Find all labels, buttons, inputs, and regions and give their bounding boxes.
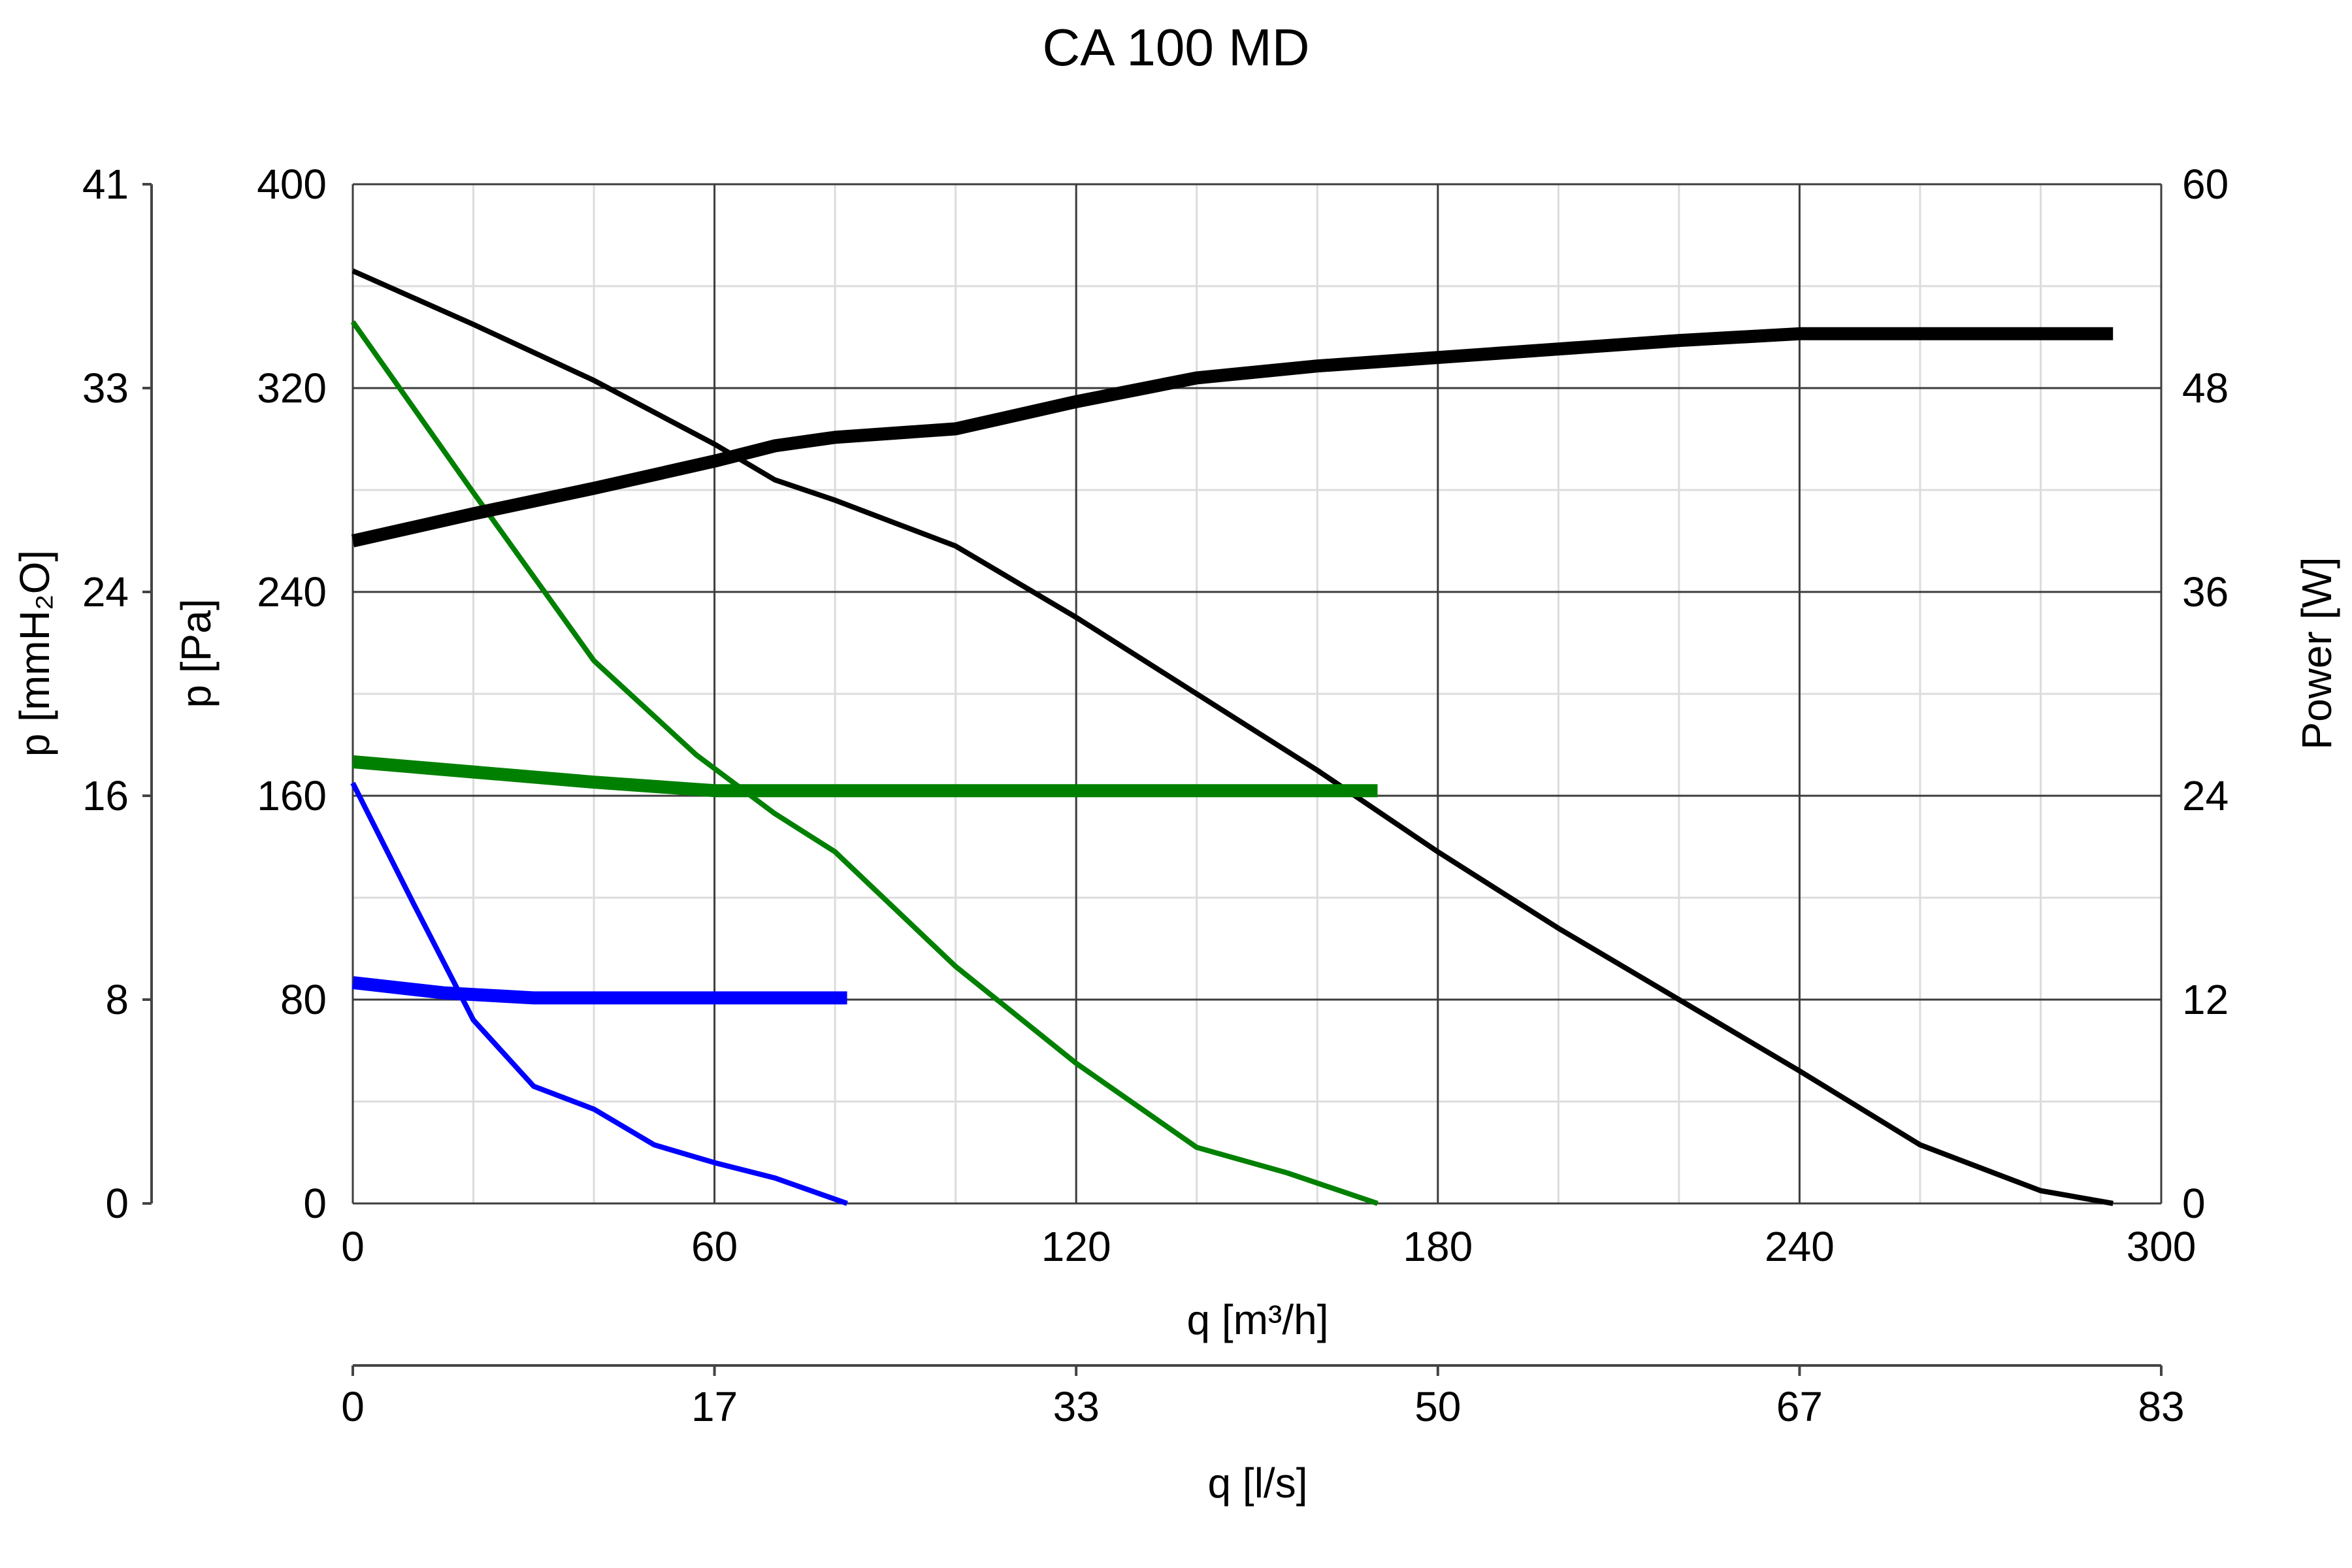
y-mmh2o-tick-label: 0: [105, 1180, 129, 1227]
y-mmh2o-tick-label: 16: [82, 772, 129, 819]
series-pressure-medium: [350, 320, 1379, 1206]
data-series: [350, 268, 2114, 1206]
series-power-medium: [352, 755, 1378, 798]
y-tick-label: 240: [257, 568, 327, 615]
series-power-low: [351, 976, 847, 1005]
y-tick-label: 160: [257, 772, 327, 819]
chart-title: CA 100 MD: [1042, 18, 1309, 76]
y2-tick-label: 24: [2182, 772, 2229, 819]
x2-tick-label: 0: [341, 1383, 365, 1430]
y2-tick-label: 60: [2182, 161, 2229, 208]
x-tick-label: 60: [691, 1223, 738, 1270]
y-mmh2o-tick-label: 41: [82, 161, 129, 208]
y-axis-mmh2o-label: p [mmH₂O]: [11, 550, 58, 757]
y-tick-label: 400: [257, 161, 327, 208]
y-mmh2o-tick-label: 33: [82, 365, 129, 412]
y2-axis-label: Power [W]: [2293, 557, 2340, 749]
x2-tick-label: 17: [691, 1383, 738, 1430]
tick-labels: 0 80 160 240 320 400 0 8 16 24 33 41 0 12 24 36 48 60 0 60 1…: [82, 161, 2229, 1430]
grid: [351, 183, 2163, 1205]
x-tick-label: 240: [1765, 1223, 1835, 1270]
series-pressure-low: [350, 781, 848, 1206]
x2-axis-label: q [l/s]: [1208, 1460, 1308, 1507]
x2-tick-label: 50: [1414, 1383, 1461, 1430]
x2-tick-label: 83: [2138, 1383, 2184, 1430]
x-tick-label: 120: [1041, 1223, 1111, 1270]
x-tick-label: 0: [341, 1223, 365, 1270]
y-tick-label: 320: [257, 365, 327, 412]
y-mmh2o-tick-label: 24: [82, 568, 129, 615]
y2-tick-label: 36: [2182, 568, 2229, 615]
y2-tick-label: 48: [2182, 365, 2229, 412]
x-tick-label: 180: [1403, 1223, 1473, 1270]
series-pressure-high: [351, 268, 2114, 1206]
y2-tick-label: 12: [2182, 976, 2229, 1023]
y-axis-label: p [Pa]: [172, 598, 220, 708]
x2-tick-label: 67: [1776, 1383, 1823, 1430]
x2-tick-label: 33: [1053, 1383, 1100, 1430]
axes: [142, 183, 2163, 1376]
x-axis-label: q [m³/h]: [1187, 1296, 1329, 1343]
x-tick-label: 300: [2127, 1223, 2197, 1270]
y-tick-label: 80: [280, 976, 327, 1023]
y-tick-label: 0: [303, 1180, 327, 1227]
y2-tick-label: 0: [2182, 1180, 2206, 1227]
series-power-high: [351, 327, 2114, 547]
y-mmh2o-tick-label: 8: [105, 976, 129, 1023]
